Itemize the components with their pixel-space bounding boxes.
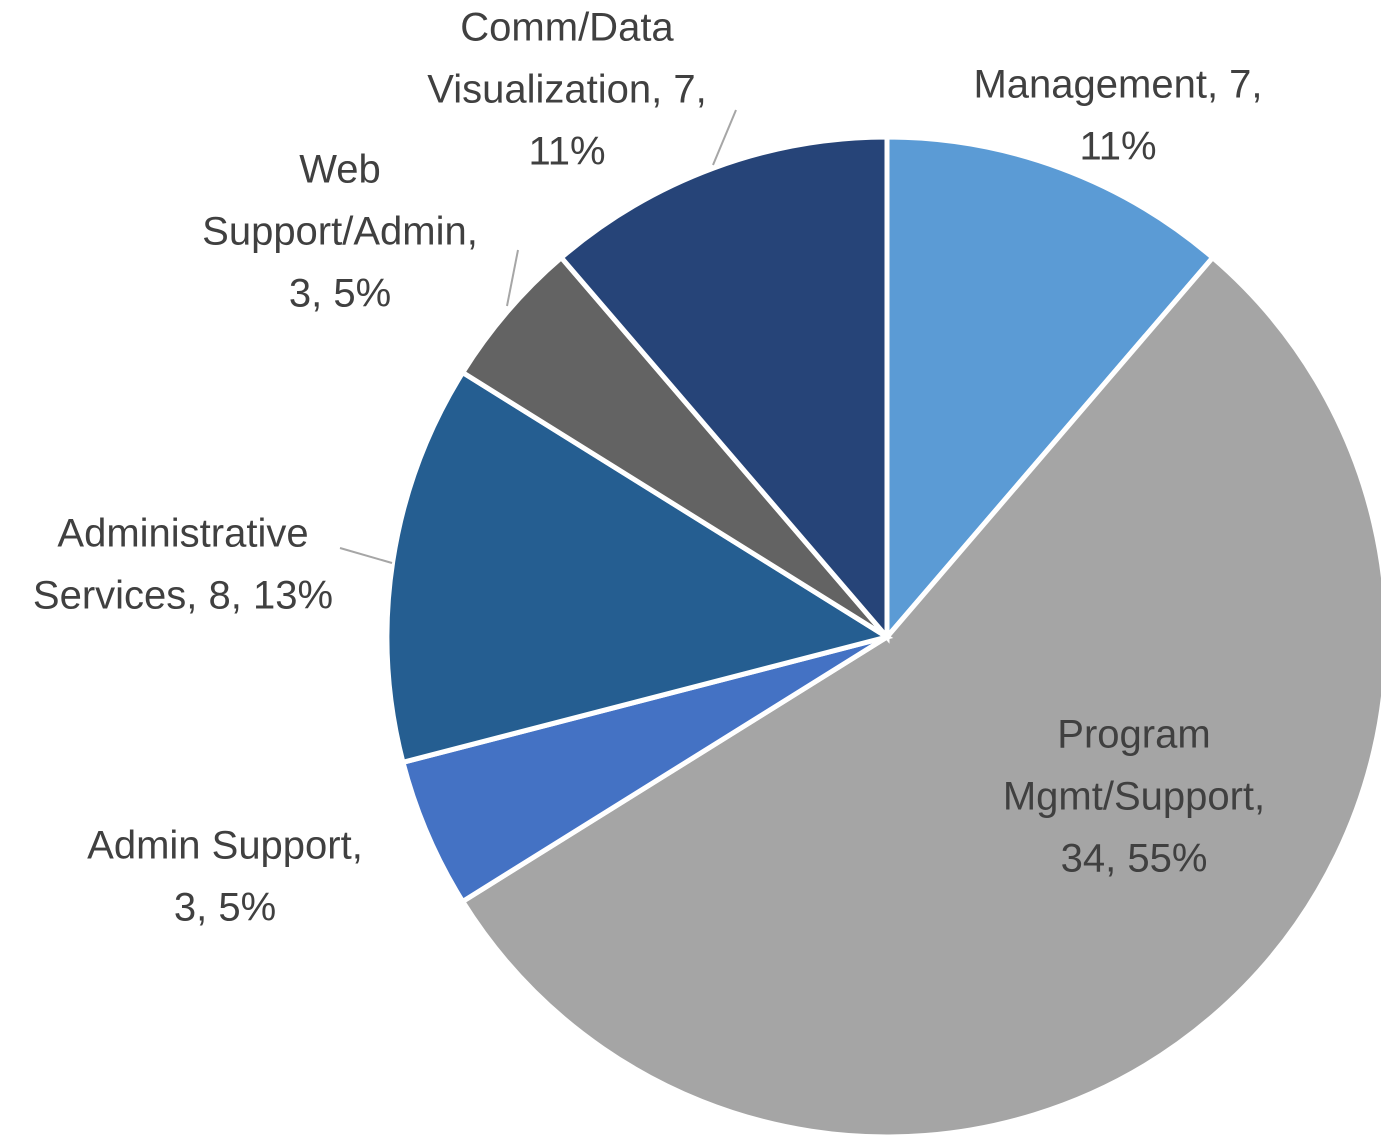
pie-slice bbox=[459, 254, 1381, 1140]
leader-line bbox=[712, 109, 737, 166]
pie-slice bbox=[557, 134, 890, 644]
data-label: Management, 7, bbox=[973, 63, 1262, 107]
data-label: Web bbox=[299, 148, 381, 192]
pie-slice bbox=[384, 369, 894, 766]
leader-line bbox=[339, 547, 393, 564]
data-label: 3, 5% bbox=[174, 886, 276, 930]
data-label: Comm/Data bbox=[460, 6, 674, 50]
data-label: 11% bbox=[1079, 125, 1156, 169]
data-label: 34, 55% bbox=[1061, 837, 1208, 881]
data-label: Administrative bbox=[57, 512, 308, 556]
pie-slice bbox=[399, 634, 889, 905]
data-label: Mgmt/Support, bbox=[1003, 775, 1265, 819]
data-label: Program bbox=[1057, 713, 1210, 757]
data-label: Support/Admin, bbox=[202, 210, 478, 254]
data-label: Services, 8, 13% bbox=[33, 574, 333, 618]
data-label: 3, 5% bbox=[289, 272, 391, 316]
pie-slice bbox=[459, 254, 889, 640]
data-label: Visualization, 7, bbox=[427, 68, 706, 112]
data-label: 11% bbox=[528, 130, 605, 174]
data-label: Admin Support, bbox=[87, 824, 363, 868]
leader-line bbox=[506, 249, 519, 307]
pie-slice bbox=[884, 134, 1217, 644]
